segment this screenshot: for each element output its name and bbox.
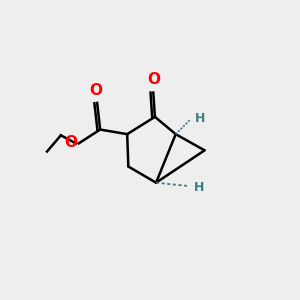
Text: O: O <box>147 72 160 87</box>
Text: H: H <box>195 112 205 124</box>
Text: O: O <box>64 135 77 150</box>
Text: O: O <box>89 83 103 98</box>
Text: H: H <box>194 181 204 194</box>
